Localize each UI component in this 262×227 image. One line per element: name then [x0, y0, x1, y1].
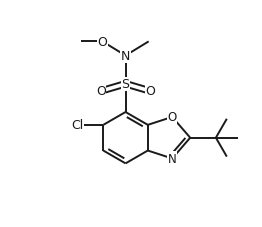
Text: O: O [145, 84, 155, 97]
Text: O: O [168, 111, 177, 124]
Text: N: N [168, 152, 177, 165]
Text: N: N [121, 50, 130, 63]
Text: O: O [97, 36, 107, 49]
Text: O: O [96, 84, 106, 97]
Text: S: S [122, 78, 129, 91]
Text: Cl: Cl [71, 119, 83, 132]
